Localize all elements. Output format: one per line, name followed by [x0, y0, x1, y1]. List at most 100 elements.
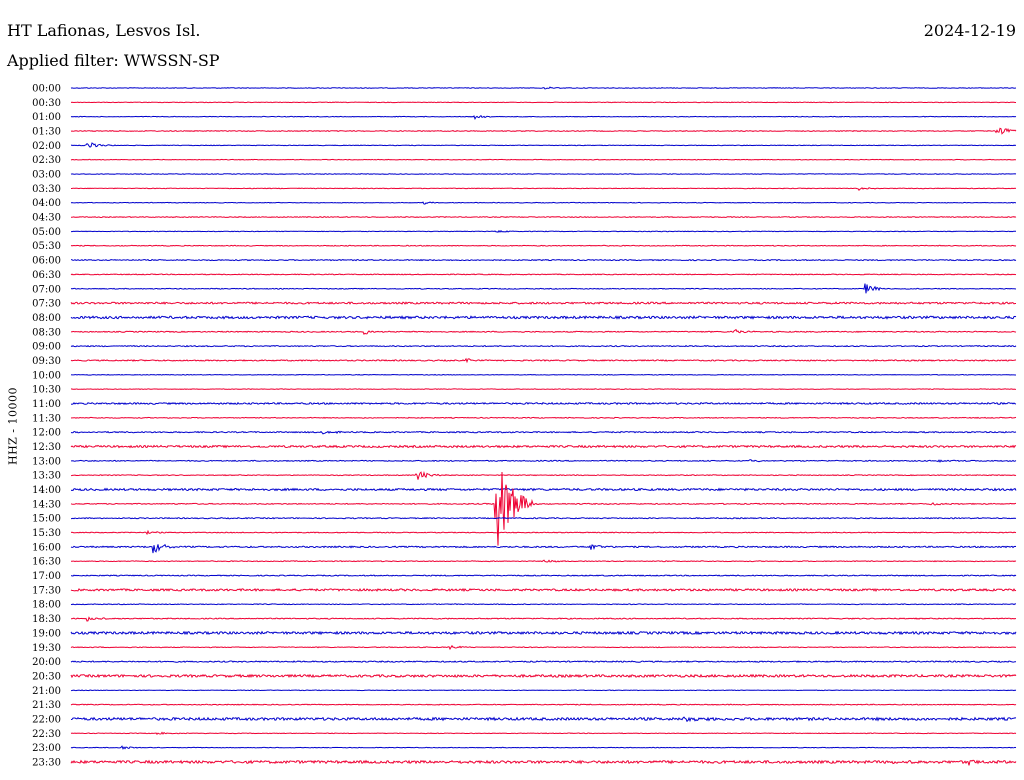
seismic-trace-0330: [71, 187, 1017, 191]
time-tick-label: 12:00: [32, 428, 61, 439]
time-tick-label: 01:00: [32, 112, 61, 123]
seismic-trace-2200: [70, 716, 1017, 723]
seismic-trace-1130: [70, 416, 1017, 419]
time-tick-label: 15:30: [32, 528, 61, 539]
time-tick-label: 01:30: [32, 127, 61, 138]
time-tick-label: 23:00: [32, 743, 61, 754]
seismic-trace-0430: [71, 216, 1017, 219]
seismic-trace-0700: [70, 283, 1017, 294]
time-tick-label: 20:00: [32, 657, 61, 668]
time-tick-label: 04:30: [32, 213, 61, 224]
seismic-trace-2030: [70, 673, 1017, 679]
time-tick-label: 23:30: [32, 757, 61, 768]
time-tick-label: 16:00: [32, 542, 61, 553]
seismic-trace-0500: [71, 229, 1016, 233]
date-label: 2024-12-19: [923, 21, 1016, 40]
seismic-trace-0030: [70, 101, 1016, 104]
time-tick-label: 14:00: [32, 485, 61, 496]
seismic-trace-1300: [71, 459, 1017, 463]
seismic-trace-1100: [70, 401, 1017, 406]
seismic-trace-0400: [70, 201, 1017, 205]
filter-label: Applied filter: WWSSN-SP: [7, 51, 220, 70]
time-tick-label: 05:00: [32, 227, 61, 238]
seismic-trace-1830: [71, 616, 1016, 622]
seismic-trace-1800: [70, 603, 1016, 606]
seismic-trace-0000: [70, 86, 1017, 90]
time-tick-label: 11:00: [32, 399, 61, 410]
time-tick-label: 09:30: [32, 356, 61, 367]
seismic-trace-2230: [70, 731, 1017, 735]
time-tick-label: 18:00: [32, 600, 61, 611]
time-tick-label: 12:30: [32, 442, 61, 453]
seismic-trace-1200: [70, 430, 1017, 435]
station-title: HT Lafionas, Lesvos Isl.: [7, 21, 201, 40]
time-tick-label: 14:30: [32, 499, 61, 510]
time-tick-label: 19:00: [32, 628, 61, 639]
seismic-trace-0130: [70, 127, 1017, 135]
time-tick-label: 20:30: [32, 671, 61, 682]
time-tick-label: 15:00: [32, 514, 61, 525]
time-tick-label: 00:30: [32, 98, 61, 109]
seismic-trace-0530: [70, 244, 1017, 247]
time-tick-label: 08:00: [32, 313, 61, 324]
seismic-trace-0600: [70, 258, 1017, 262]
seismic-trace-0230: [70, 158, 1017, 161]
time-tick-label: 07:30: [32, 299, 61, 310]
seismic-trace-2330: [70, 759, 1017, 766]
time-tick-label: 07:00: [32, 284, 61, 295]
time-tick-label: 22:00: [32, 714, 61, 725]
seismic-trace-1000: [70, 373, 1016, 376]
time-tick-label: 05:30: [32, 241, 61, 252]
time-tick-label: 21:00: [32, 686, 61, 697]
seismic-trace-1030: [70, 388, 1017, 390]
seismic-trace-1730: [70, 587, 1017, 592]
time-tick-label: 18:30: [32, 614, 61, 625]
seismic-trace-1330: [70, 471, 1017, 480]
time-tick-label: 03:30: [32, 184, 61, 195]
seismic-trace-2000: [70, 660, 1017, 663]
seismic-trace-1600: [70, 543, 1017, 554]
seismic-trace-1900: [70, 630, 1017, 636]
time-tick-label: 00:00: [32, 84, 61, 95]
time-tick-label: 10:00: [32, 370, 61, 381]
seismic-trace-1630: [71, 559, 1017, 563]
time-tick-label: 17:30: [32, 585, 61, 596]
time-tick-label: 04:00: [32, 198, 61, 209]
seismic-trace-1530: [70, 529, 1017, 536]
seismic-trace-2100: [70, 689, 1017, 692]
seismic-trace-0830: [70, 328, 1017, 336]
time-tick-label: 19:30: [32, 643, 61, 654]
time-tick-label: 17:00: [32, 571, 61, 582]
seismic-trace-1430: [70, 471, 1017, 546]
time-tick-label: 13:30: [32, 471, 61, 482]
seismic-trace-0200: [70, 142, 1017, 148]
time-tick-label: 22:30: [32, 729, 61, 740]
time-tick-label: 11:30: [32, 413, 61, 424]
time-tick-label: 13:00: [32, 456, 61, 467]
seismic-trace-0930: [70, 357, 1017, 364]
time-tick-label: 21:30: [32, 700, 61, 711]
seismic-trace-0630: [70, 273, 1017, 276]
seismic-trace-0300: [70, 173, 1017, 175]
time-tick-label: 10:30: [32, 385, 61, 396]
seismic-trace-0900: [70, 344, 1017, 348]
time-tick-label: 03:00: [32, 170, 61, 181]
time-tick-label: 16:30: [32, 557, 61, 568]
seismic-trace-0100: [70, 114, 1017, 120]
seismic-trace-0800: [70, 315, 1017, 320]
seismic-trace-1400: [70, 487, 1017, 492]
seismic-trace-0730: [70, 301, 1016, 305]
seismic-trace-1930: [70, 644, 1017, 651]
time-tick-label: 08:30: [32, 327, 61, 338]
seismic-trace-1500: [71, 517, 1017, 520]
seismic-trace-2130: [70, 703, 1017, 706]
time-tick-label: 02:00: [32, 141, 61, 152]
seismic-trace-1700: [71, 574, 1017, 577]
time-tick-label: 06:30: [32, 270, 61, 281]
seismic-trace-2300: [70, 745, 1017, 750]
time-tick-label: 06:00: [32, 256, 61, 267]
seismic-trace-1230: [70, 444, 1017, 449]
time-tick-label: 02:30: [32, 155, 61, 166]
time-tick-label: 09:00: [32, 342, 61, 353]
